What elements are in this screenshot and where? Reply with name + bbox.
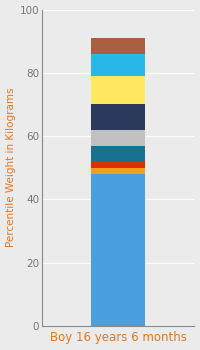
Bar bbox=[91, 76, 145, 104]
Bar bbox=[91, 174, 145, 326]
Bar bbox=[91, 54, 145, 76]
Bar bbox=[91, 38, 145, 54]
Bar bbox=[91, 168, 145, 174]
Bar bbox=[91, 130, 145, 146]
Bar bbox=[91, 146, 145, 161]
Bar bbox=[91, 104, 145, 130]
Bar bbox=[91, 161, 145, 168]
Y-axis label: Percentile Weight in Kilograms: Percentile Weight in Kilograms bbox=[6, 88, 16, 247]
